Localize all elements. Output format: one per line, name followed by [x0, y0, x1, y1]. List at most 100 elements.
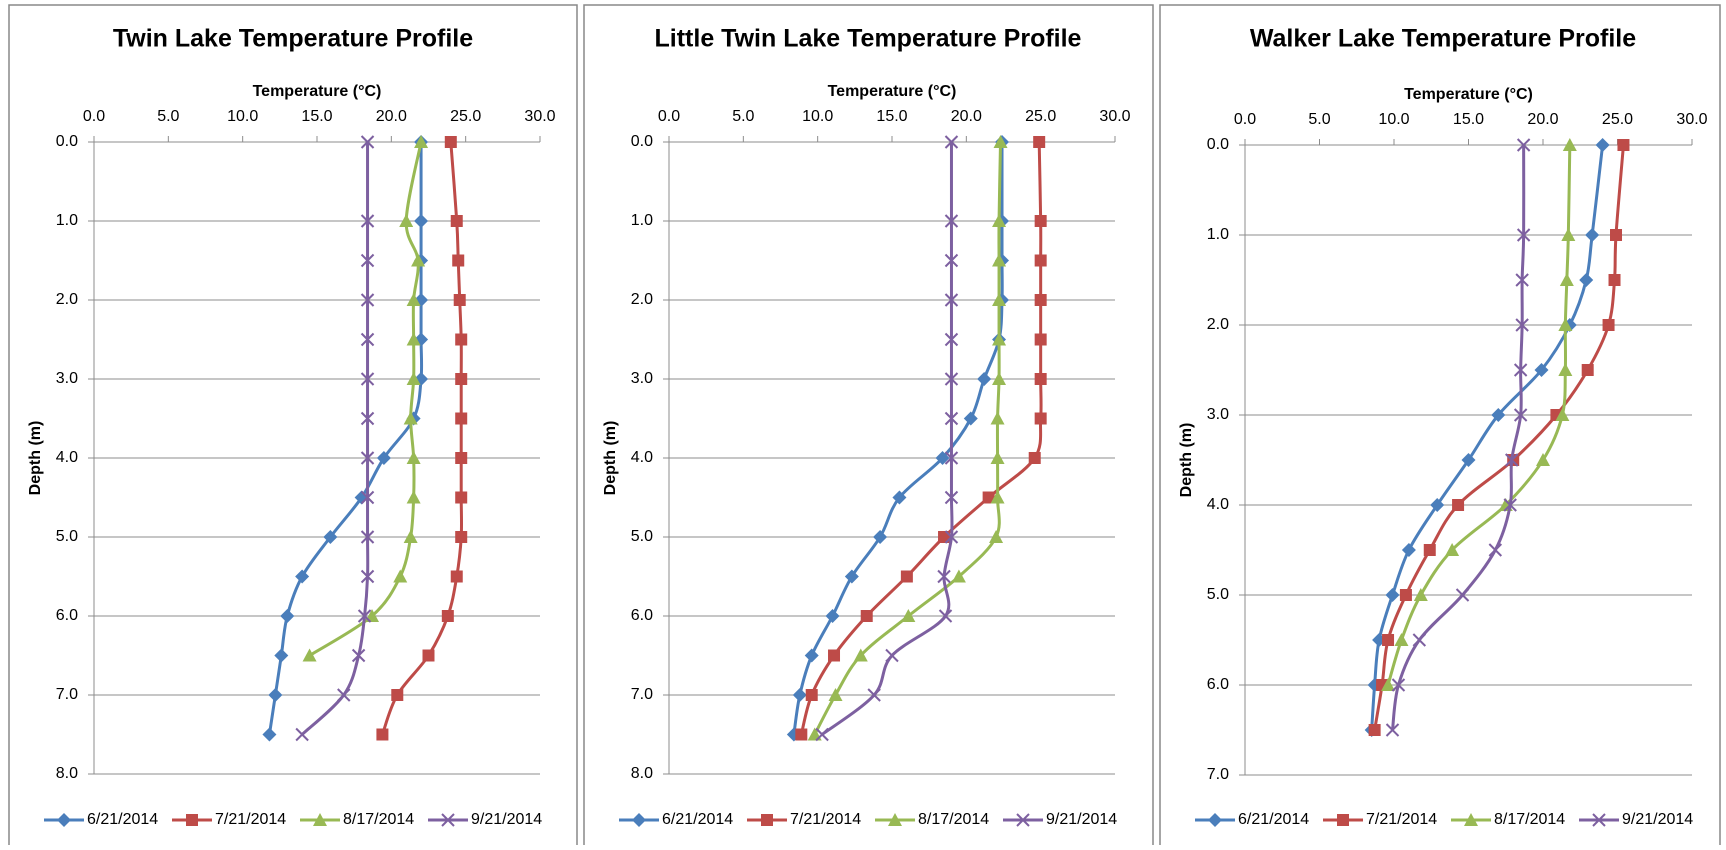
- y-tick-label: 2.0: [56, 291, 78, 308]
- marker: [1562, 138, 1577, 151]
- marker: [963, 411, 978, 426]
- x-tick-label: 5.0: [732, 108, 754, 125]
- legend-marker: [632, 813, 646, 827]
- marker: [1579, 273, 1594, 287]
- y-tick-label: 0.0: [1207, 136, 1229, 153]
- panel-frame: [583, 4, 1154, 850]
- marker: [268, 688, 283, 702]
- marker: [1034, 333, 1047, 346]
- marker: [357, 609, 372, 623]
- marker: [1445, 543, 1460, 556]
- marker: [1515, 318, 1529, 332]
- marker: [1602, 319, 1615, 331]
- marker: [1034, 215, 1047, 227]
- marker: [944, 490, 959, 505]
- marker: [992, 372, 1007, 385]
- marker: [990, 411, 1005, 425]
- marker: [450, 570, 463, 583]
- marker: [1028, 452, 1041, 464]
- marker: [944, 530, 959, 544]
- marker: [1610, 229, 1623, 241]
- legend-marker: [186, 814, 198, 826]
- x-tick-label: 15.0: [876, 108, 907, 125]
- marker: [391, 689, 404, 701]
- legend-marker: [313, 813, 327, 826]
- marker: [944, 135, 959, 149]
- marker: [944, 293, 959, 307]
- marker: [944, 451, 959, 465]
- marker: [825, 609, 840, 623]
- marker: [873, 530, 888, 544]
- marker: [1034, 373, 1047, 385]
- x-axis-label: Temperature (°C): [253, 83, 382, 100]
- marker: [795, 728, 808, 741]
- marker: [982, 491, 995, 504]
- marker: [280, 609, 295, 623]
- marker: [1401, 543, 1416, 557]
- y-tick-label: 3.0: [56, 370, 78, 387]
- y-tick-label: 7.0: [631, 686, 653, 703]
- series-line: [1373, 144, 1625, 731]
- legend-label: 7/21/2014: [215, 811, 286, 828]
- marker: [295, 569, 310, 584]
- y-tick-label: 6.0: [631, 607, 653, 624]
- series-line: [1391, 144, 1526, 731]
- x-tick-label: 20.0: [376, 108, 407, 125]
- series-line: [267, 141, 424, 735]
- marker: [376, 451, 391, 465]
- x-tick-label: 10.0: [227, 108, 258, 125]
- marker: [351, 648, 366, 663]
- marker: [900, 570, 913, 583]
- x-tick-label: 20.0: [1527, 111, 1558, 128]
- y-tick-label: 1.0: [56, 212, 78, 229]
- y-tick-label: 5.0: [1207, 586, 1229, 603]
- marker: [1491, 408, 1506, 422]
- marker: [376, 728, 389, 741]
- marker: [406, 293, 421, 306]
- y-tick-label: 4.0: [631, 449, 653, 466]
- marker: [262, 727, 277, 742]
- marker: [1585, 228, 1600, 242]
- marker: [892, 490, 907, 505]
- marker: [274, 648, 289, 663]
- y-tick-label: 7.0: [56, 686, 78, 703]
- legend-label: 8/17/2014: [343, 811, 414, 828]
- x-axis-label: Temperature (°C): [828, 83, 957, 100]
- marker: [323, 530, 338, 544]
- marker: [992, 253, 1007, 267]
- marker: [1581, 364, 1594, 376]
- marker: [1034, 294, 1047, 306]
- legend-label: 6/21/2014: [662, 811, 733, 828]
- marker: [422, 649, 435, 662]
- legend-label: 9/21/2014: [471, 811, 542, 828]
- marker: [399, 214, 414, 227]
- panel-frame: [8, 4, 578, 850]
- marker: [1394, 633, 1409, 646]
- marker: [406, 451, 421, 464]
- y-tick-label: 8.0: [56, 765, 78, 782]
- marker: [828, 688, 843, 701]
- y-tick-label: 6.0: [1207, 676, 1229, 693]
- marker: [844, 569, 859, 584]
- marker: [414, 214, 429, 228]
- marker: [1513, 363, 1528, 377]
- marker: [295, 727, 309, 742]
- marker: [805, 689, 818, 701]
- marker: [944, 332, 959, 347]
- marker: [360, 569, 375, 584]
- legend-label: 7/21/2014: [1366, 811, 1437, 828]
- marker: [1391, 678, 1406, 692]
- marker: [992, 332, 1007, 346]
- marker: [360, 293, 375, 307]
- marker: [1413, 588, 1428, 601]
- legend-label: 9/21/2014: [1622, 811, 1693, 828]
- marker: [1595, 138, 1610, 152]
- y-tick-label: 4.0: [1207, 496, 1229, 513]
- marker: [406, 332, 421, 346]
- marker: [1033, 136, 1046, 148]
- marker: [1412, 633, 1427, 647]
- y-tick-label: 4.0: [56, 449, 78, 466]
- legend-marker: [1208, 813, 1222, 827]
- marker: [337, 688, 351, 702]
- marker: [414, 135, 429, 148]
